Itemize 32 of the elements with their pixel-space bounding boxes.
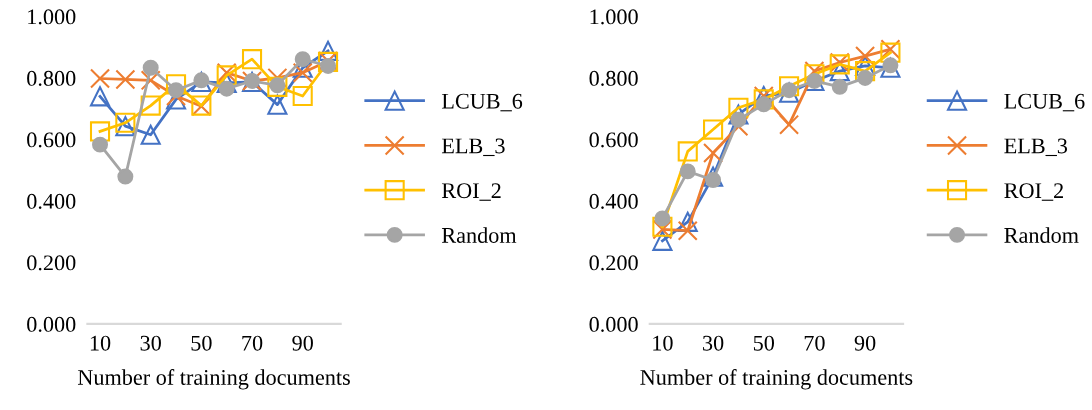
y-tick-label: 0.800 <box>27 70 76 86</box>
x-tick-label: 70 <box>804 335 825 351</box>
legend-label: ELB_3 <box>1004 138 1068 157</box>
legend-label: ROI_2 <box>441 183 501 201</box>
legend-label: ELB_3 <box>441 138 505 157</box>
y-tick-label: 1.000 <box>28 9 76 25</box>
x-tick-label: 30 <box>140 335 161 351</box>
x-axis-title: Number of training documents <box>640 369 913 390</box>
x-tick-label: 50 <box>753 335 775 351</box>
y-tick-label: 1.000 <box>590 9 638 25</box>
y-tick-label: 0.000 <box>589 316 638 332</box>
x-tick-label: 70 <box>242 335 263 351</box>
x-tick-label: 10 <box>653 335 673 351</box>
legend-label: ROI_2 <box>1004 183 1063 201</box>
y-tick-label: 0.400 <box>27 193 76 209</box>
x-tick-label: 30 <box>703 335 724 351</box>
legend-label: Random <box>1004 227 1079 243</box>
y-tick-label: 0.400 <box>589 193 638 209</box>
legend-label: Random <box>441 227 517 243</box>
x-tick-label: 10 <box>90 335 111 351</box>
x-tick-label: 90 <box>292 335 313 351</box>
y-tick-label: 0.600 <box>27 132 76 148</box>
y-tick-label: 0.600 <box>589 132 638 148</box>
x-tick-label: 50 <box>191 335 212 351</box>
x-axis-title: Number of training documents <box>77 369 350 390</box>
legend-label: LCUB_6 <box>441 93 523 112</box>
x-tick-label: 90 <box>854 335 876 351</box>
legend-label: LCUB_6 <box>1004 93 1085 112</box>
y-tick-label: 0.000 <box>27 316 76 332</box>
y-tick-label: 0.200 <box>589 255 638 271</box>
y-tick-label: 0.200 <box>27 255 76 271</box>
y-tick-label: 0.800 <box>589 70 638 86</box>
